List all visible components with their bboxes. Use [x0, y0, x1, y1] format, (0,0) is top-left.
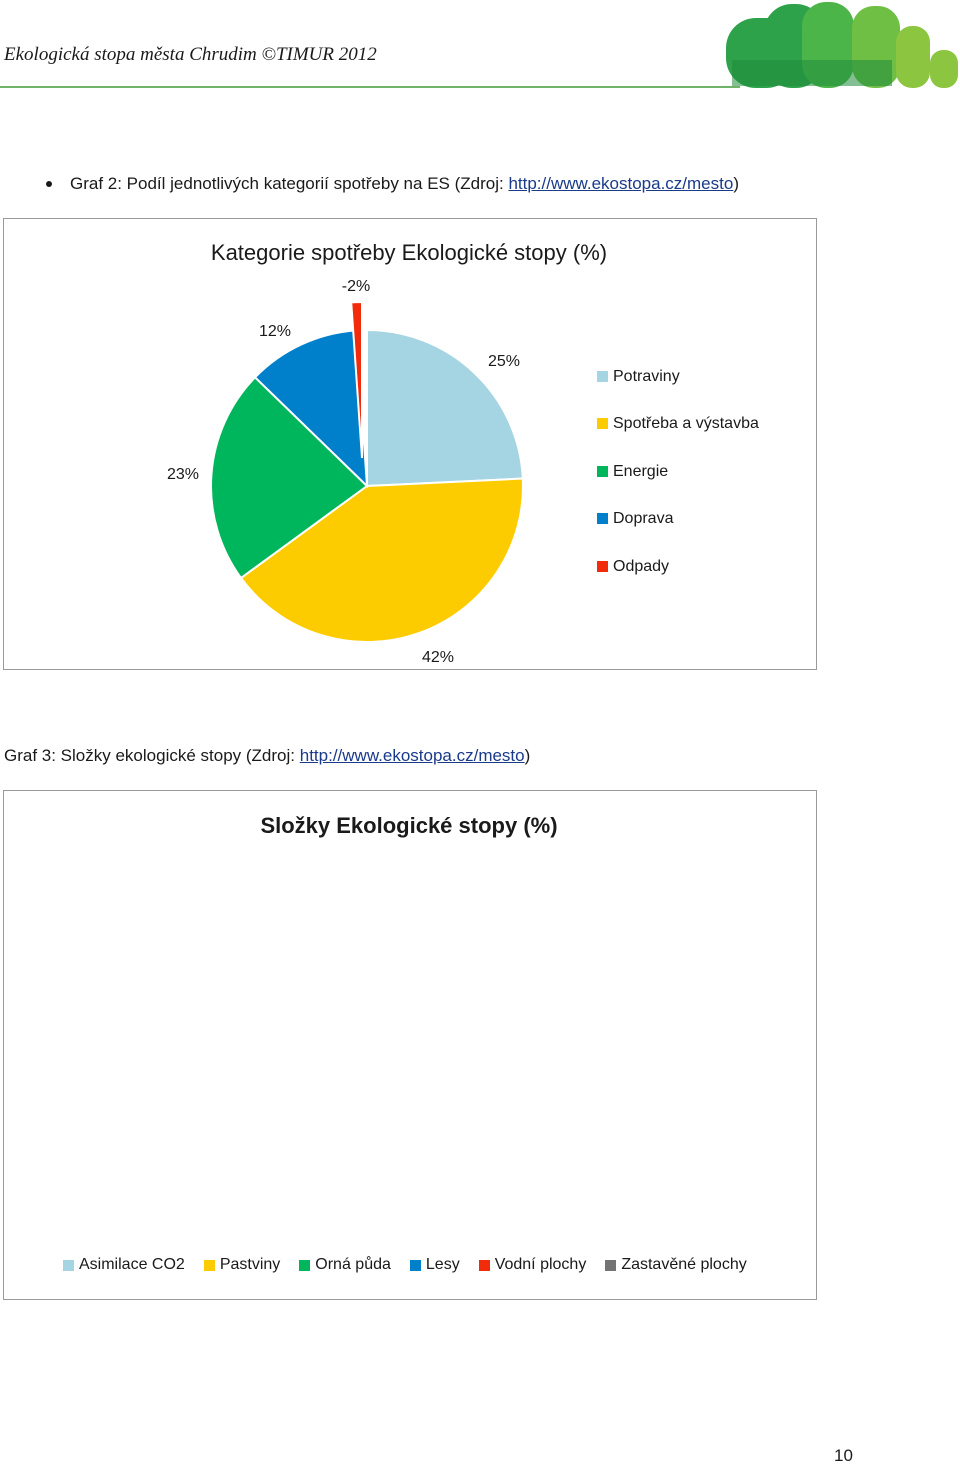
pie-slice: [350, 300, 363, 459]
chart2-title: Složky Ekologické stopy (%): [260, 813, 558, 838]
chart2-frame: [3, 790, 817, 1300]
legend-swatch: [597, 560, 608, 572]
legend-label: Odpady: [613, 557, 670, 575]
page-header: Ekologická stopa města Chrudim ©TIMUR 20…: [0, 0, 960, 90]
legend-label: Asimilace CO2: [79, 1256, 185, 1273]
legend-swatch: [597, 465, 608, 477]
legend-label: Vodní plochy: [494, 1256, 587, 1273]
graf2-caption-text: Graf 2: Podíl jednotlivých kategorií spo…: [70, 174, 509, 193]
legend-item-zastavene-plochy: Zastavěné plochy: [605, 1256, 747, 1274]
legend-label: Spotřeba a výstavba: [613, 415, 759, 433]
header-title: Ekologická stopa města Chrudim ©TIMUR 20…: [4, 44, 377, 65]
data-label: 42%: [422, 649, 454, 666]
graf2-caption: Graf 2: Podíl jednotlivých kategorií spo…: [70, 174, 739, 194]
data-label: 23%: [167, 466, 199, 483]
logo-skyline: [732, 60, 892, 86]
page-number: 10: [834, 1446, 853, 1465]
data-label: -2%: [342, 278, 370, 295]
legend-swatch: [299, 1259, 311, 1271]
legend-label: Zastavěné plochy: [621, 1256, 747, 1273]
legend-label: Orná půda: [315, 1256, 391, 1273]
legend-swatch: [409, 1259, 421, 1271]
graf3-caption-suffix: ): [524, 746, 531, 765]
header-rule: [0, 86, 740, 88]
pie-slice: [239, 477, 524, 643]
legend-label: Potraviny: [613, 368, 680, 385]
legend-swatch: [597, 418, 608, 430]
legend-item-vodni-plochy: Vodní plochy: [478, 1256, 587, 1274]
graf3-caption-text: Graf 3: Složky ekologické stopy (Zdroj:: [4, 746, 300, 765]
legend-swatch: [605, 1259, 617, 1271]
legend-swatch: [597, 371, 608, 382]
logo-block: [930, 50, 958, 88]
pie-slice: [210, 375, 369, 580]
legend-item-asimilace: Asimilace CO2: [63, 1256, 185, 1274]
pie-slice: [253, 329, 369, 489]
graf2-caption-suffix: ): [733, 174, 739, 193]
logo-block: [896, 26, 930, 88]
bullet: [46, 181, 52, 187]
legend-label: Pastviny: [219, 1256, 281, 1273]
graf3-caption: Graf 3: Složky ekologické stopy (Zdroj: …: [4, 746, 530, 766]
data-label: 25%: [488, 353, 520, 370]
legend-swatch: [478, 1259, 490, 1271]
legend-item-lesy: Lesy: [409, 1256, 460, 1274]
city-logo: [726, 2, 958, 88]
legend-label: Lesy: [425, 1256, 460, 1273]
legend-swatch: [63, 1259, 74, 1271]
pie-slice: [366, 328, 524, 488]
graf2-source-link[interactable]: http://www.ekostopa.cz/mesto: [508, 174, 734, 193]
graf3-source-link[interactable]: http://www.ekostopa.cz/mesto: [299, 746, 525, 765]
legend-swatch: [597, 513, 608, 525]
legend-item-orna-puda: Orná půda: [299, 1256, 391, 1274]
legend-label: Energie: [613, 462, 669, 480]
legend-item-pastviny: Pastviny: [203, 1256, 281, 1274]
legend-label: Doprava: [613, 510, 674, 528]
chart2-legend: Asimilace CO2 Pastviny Orná půda Lesy Vo…: [63, 1256, 766, 1274]
legend-swatch: [203, 1259, 215, 1271]
chart1-title: Kategorie spotřeby Ekologické stopy (%): [210, 240, 608, 265]
data-label: 12%: [259, 323, 291, 340]
